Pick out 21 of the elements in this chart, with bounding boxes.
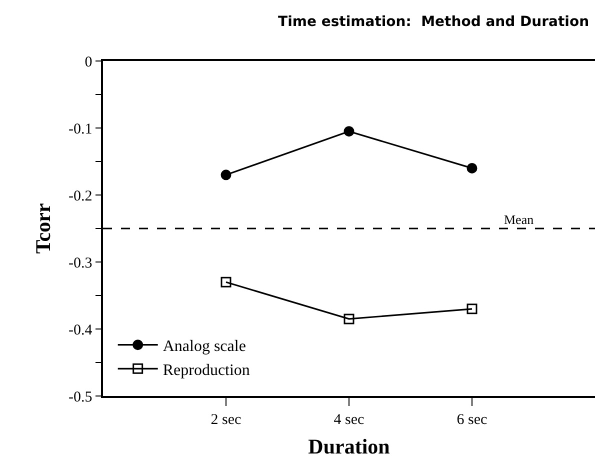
point — [344, 314, 354, 324]
y-tick-label: -0.1 — [68, 121, 92, 138]
y-tick-label: 0 — [84, 54, 92, 70]
x-tick-label: 6 sec — [456, 412, 488, 428]
legend-label: Reproduction — [162, 362, 250, 379]
y-tick-label: -0.5 — [68, 389, 92, 406]
y-tick-label: -0.2 — [68, 188, 92, 204]
x-tick-label: 4 sec — [334, 412, 365, 428]
ref-line-label: Mean — [504, 212, 534, 227]
y-tick-label: -0.3 — [68, 255, 92, 272]
y-tick-label: -0.4 — [68, 322, 93, 338]
y-axis-title: Tcorr — [31, 203, 56, 254]
x-axis-title: Duration — [308, 434, 390, 458]
chart-title: Time estimation: Method and Duration — [278, 14, 590, 30]
point — [466, 162, 478, 174]
point — [220, 170, 232, 180]
point — [344, 126, 354, 137]
legend-label: Analog scale — [162, 338, 246, 356]
x-tick-label: 2 sec — [210, 412, 242, 428]
point — [220, 276, 232, 288]
point — [466, 304, 478, 314]
